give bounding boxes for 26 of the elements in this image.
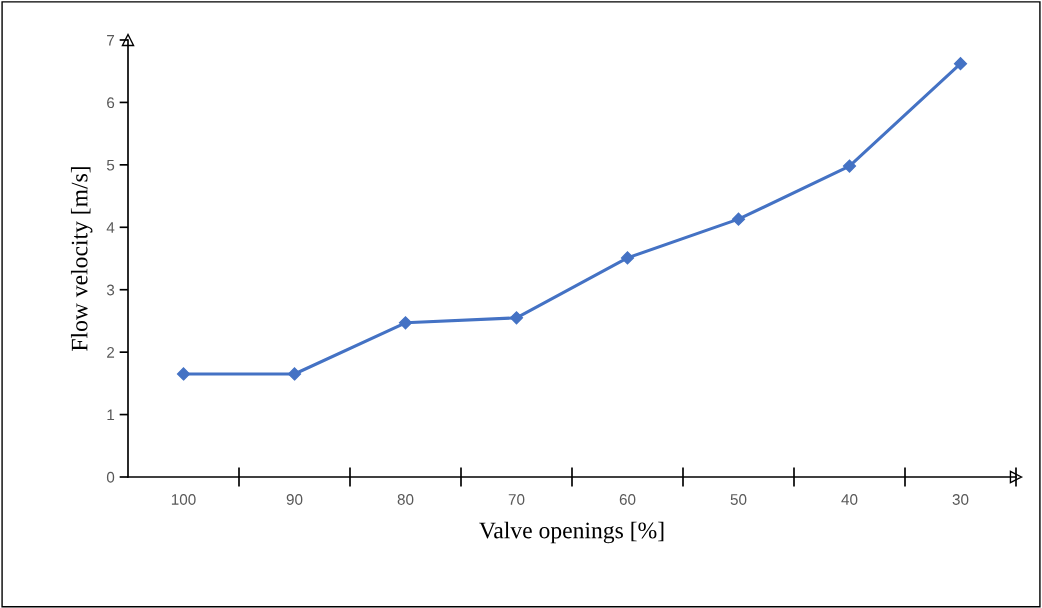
y-tick-label: 3 [106,284,115,296]
y-axis-title: Flow velocity [m/s] [70,167,93,351]
x-tick-label: 30 [952,494,969,505]
x-tick-label: 80 [397,494,414,505]
x-tick-label: 90 [286,494,303,505]
point [176,367,191,381]
y-tick-label: 4 [106,222,115,233]
x-tick-label: 50 [730,494,747,505]
y-tick-label: 5 [106,159,115,171]
point [398,316,413,330]
y-tick-label: 7 [107,35,115,46]
y-tick-label: 6 [107,97,115,109]
point [509,311,524,325]
x-tick-label: 100 [171,494,196,505]
y-tick-label: 1 [107,409,115,421]
y-tick-label: 2 [107,347,115,358]
y-tick-label: 0 [106,471,115,483]
x-tick-label: 40 [841,494,858,505]
x-tick-label: 70 [508,494,525,505]
point [620,251,635,265]
x-axis-title: Valve openings [%] [479,521,664,544]
point [287,367,302,381]
point [731,212,746,226]
point [953,57,968,71]
x-tick-label: 60 [619,494,636,505]
point [842,159,857,173]
